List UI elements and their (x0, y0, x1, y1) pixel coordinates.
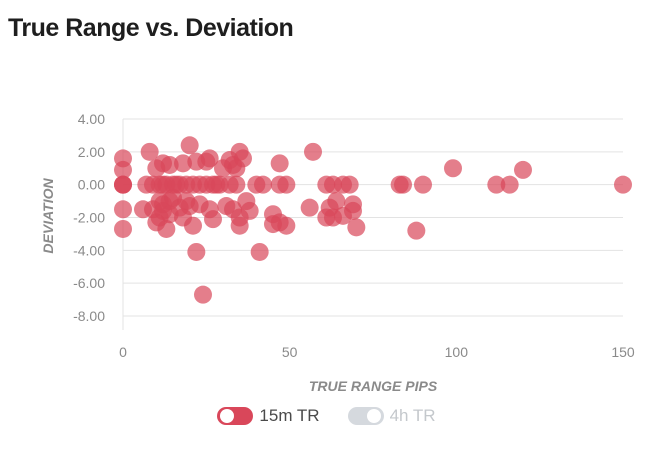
x-tick-label: 100 (445, 344, 469, 360)
data-point (514, 160, 532, 179)
x-tick-label: 150 (611, 344, 635, 360)
y-tick-label: -4.00 (73, 242, 105, 258)
data-point (444, 159, 462, 178)
data-point (277, 175, 296, 194)
data-point (304, 142, 322, 161)
data-point (230, 216, 249, 235)
y-axis-title: DEVIATION (40, 178, 56, 254)
data-point (180, 136, 199, 155)
data-point (174, 154, 192, 173)
data-point (194, 285, 212, 304)
data-point (614, 175, 632, 194)
data-point (114, 200, 132, 219)
data-point (114, 175, 132, 194)
x-tick-label: 50 (282, 344, 298, 360)
data-point (157, 219, 176, 238)
toggle-knob (220, 409, 235, 423)
data-point (114, 160, 132, 179)
legend-item[interactable]: 15m TR (217, 406, 320, 426)
legend-toggle[interactable] (347, 407, 384, 425)
data-point (160, 155, 179, 174)
data-points (114, 136, 632, 304)
data-point (114, 219, 132, 238)
data-point (254, 175, 272, 194)
data-point (184, 216, 202, 235)
legend-item[interactable]: 4h TR (347, 406, 436, 426)
data-point (300, 198, 319, 217)
data-point (234, 149, 252, 168)
toggle-knob (366, 409, 381, 423)
y-tick-label: -6.00 (73, 275, 105, 291)
data-point (347, 218, 366, 237)
data-point (187, 242, 206, 261)
legend: 15m TR 4h TR (0, 406, 653, 426)
data-point (200, 149, 219, 168)
data-point (487, 175, 506, 194)
data-point (394, 175, 412, 194)
data-point (340, 175, 359, 194)
x-tick-label: 0 (119, 344, 127, 360)
data-point (407, 221, 426, 240)
data-point (500, 175, 519, 194)
data-point (277, 216, 296, 235)
data-point (327, 192, 346, 211)
y-tick-label: -2.00 (73, 210, 105, 226)
data-point (204, 210, 222, 229)
y-tick-label: 4.00 (78, 111, 105, 127)
data-point (344, 201, 362, 220)
legend-label: 4h TR (389, 406, 436, 425)
y-tick-label: 2.00 (78, 144, 105, 160)
data-point (414, 175, 432, 194)
legend-label: 15m TR (259, 406, 320, 425)
data-point (240, 201, 259, 220)
data-point (140, 142, 159, 161)
data-point (270, 154, 289, 173)
y-tick-label: 0.00 (78, 177, 105, 193)
chart-title: True Range vs. Deviation (8, 14, 294, 42)
x-axis-title: TRUE RANGE PIPS (309, 378, 438, 394)
y-tick-label: -8.00 (73, 308, 105, 324)
data-point (250, 242, 269, 261)
legend-toggle[interactable] (217, 407, 254, 425)
data-point (227, 175, 246, 194)
